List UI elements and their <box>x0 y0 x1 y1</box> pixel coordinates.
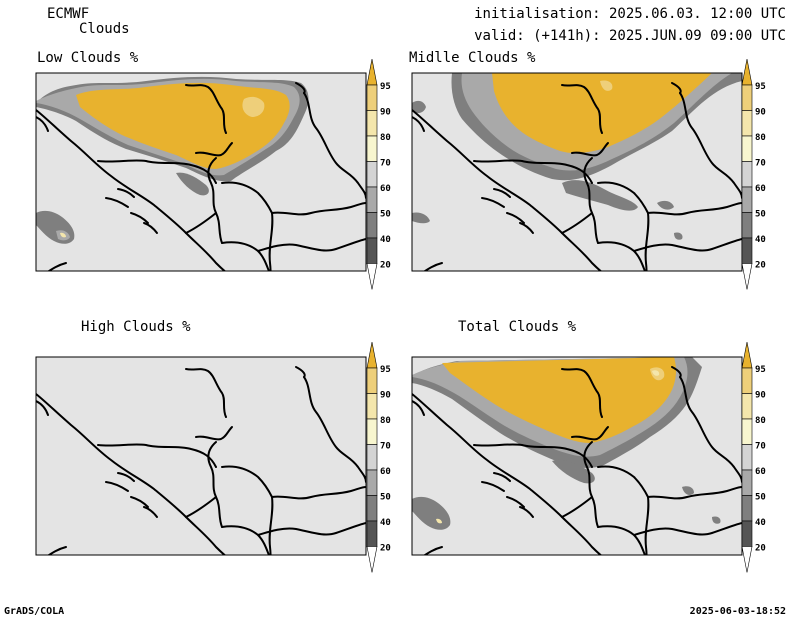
colorbar-top-arrow <box>741 341 753 369</box>
colorbar-segment <box>741 367 753 394</box>
colorbar-label: 80 <box>755 416 766 426</box>
colorbar-label: 20 <box>380 261 391 271</box>
colorbar-label: 70 <box>380 442 391 452</box>
colorbar-label: 80 <box>380 416 391 426</box>
panel-title-total: Total Clouds % <box>458 319 577 335</box>
model-name: ECMWF <box>47 6 90 22</box>
footer-software: GrADS/COLA <box>4 606 65 617</box>
colorbar-segment <box>366 135 378 162</box>
init-time: initialisation: 2025.06.03. 12:00 UTC <box>474 6 786 22</box>
colorbar-top-arrow <box>741 58 753 86</box>
colorbar-label: 20 <box>755 544 766 554</box>
panel-title-high: High Clouds % <box>81 319 191 335</box>
colorbar-segment <box>366 495 378 522</box>
colorbar-segment <box>366 84 378 111</box>
colorbar-label: 50 <box>755 493 766 503</box>
colorbar-label: 90 <box>755 108 766 118</box>
colorbar-label: 20 <box>755 261 766 271</box>
colorbar-total: 95 90 80 70 60 50 40 20 <box>741 341 766 573</box>
valid-time: valid: (+141h): 2025.JUN.09 09:00 UTC <box>474 28 786 44</box>
colorbar-high: 95 90 80 70 60 50 40 20 <box>366 341 391 573</box>
colorbar-segment <box>366 469 378 496</box>
colorbar-label: 60 <box>380 467 391 477</box>
colorbar-segment <box>366 444 378 471</box>
colorbar-bottom-arrow <box>741 546 753 573</box>
colorbar-segment <box>741 393 753 420</box>
colorbar-label: 60 <box>755 184 766 194</box>
colorbar-segment <box>741 110 753 137</box>
colorbar-segment <box>366 110 378 137</box>
colorbar-label: 40 <box>755 235 766 245</box>
colorbar-segment <box>741 84 753 111</box>
colorbar-segment <box>741 237 753 264</box>
map-panel-high <box>35 356 367 556</box>
colorbar-label: 40 <box>380 235 391 245</box>
colorbar-segment <box>741 495 753 522</box>
colorbar-segment <box>741 135 753 162</box>
colorbar-label: 50 <box>755 210 766 220</box>
colorbar-segment <box>366 161 378 188</box>
colorbar-segment <box>741 186 753 213</box>
colorbar-label: 90 <box>380 108 391 118</box>
colorbar-label: 60 <box>380 184 391 194</box>
colorbar-label: 95 <box>755 365 766 375</box>
colorbar-bottom-arrow <box>366 546 378 573</box>
colorbar-label: 80 <box>380 133 391 143</box>
colorbar-segment <box>366 367 378 394</box>
colorbar-label: 50 <box>380 493 391 503</box>
colorbar-top-arrow <box>366 58 378 86</box>
colorbar-top-arrow <box>366 341 378 369</box>
colorbar-label: 40 <box>380 518 391 528</box>
colorbar-segment <box>741 469 753 496</box>
colorbar-segment <box>366 418 378 445</box>
colorbar-segment <box>741 444 753 471</box>
map-panel-low <box>35 72 367 272</box>
colorbar-label: 60 <box>755 467 766 477</box>
colorbar-label: 20 <box>380 544 391 554</box>
colorbar-label: 95 <box>380 82 391 92</box>
colorbar-label: 70 <box>380 159 391 169</box>
colorbar-label: 95 <box>380 365 391 375</box>
colorbar-segment <box>366 520 378 547</box>
panel-title-low: Low Clouds % <box>37 50 139 66</box>
colorbar-label: 90 <box>755 391 766 401</box>
colorbar-segment <box>741 418 753 445</box>
colorbar-low: 95 90 80 70 60 50 40 20 <box>366 58 391 290</box>
footer-timestamp: 2025-06-03-18:52 <box>689 606 786 617</box>
colorbar-segment <box>741 161 753 188</box>
map-panel-mid <box>411 72 743 272</box>
colorbar-bottom-arrow <box>741 263 753 290</box>
colorbar-segment <box>741 212 753 239</box>
colorbar-label: 40 <box>755 518 766 528</box>
colorbar-label: 50 <box>380 210 391 220</box>
colorbar-label: 80 <box>755 133 766 143</box>
colorbar-label: 90 <box>380 391 391 401</box>
colorbar-mid: 95 90 80 70 60 50 40 20 <box>741 58 766 290</box>
product-name: Clouds <box>79 21 130 37</box>
map-panel-total <box>411 356 743 556</box>
colorbar-segment <box>366 186 378 213</box>
panel-title-mid: Midlle Clouds % <box>409 50 536 66</box>
colorbar-segment <box>741 520 753 547</box>
colorbar-label: 70 <box>755 159 766 169</box>
colorbar-segment <box>366 212 378 239</box>
colorbar-segment <box>366 237 378 264</box>
colorbar-label: 95 <box>755 82 766 92</box>
colorbar-label: 70 <box>755 442 766 452</box>
colorbar-bottom-arrow <box>366 263 378 290</box>
colorbar-segment <box>366 393 378 420</box>
